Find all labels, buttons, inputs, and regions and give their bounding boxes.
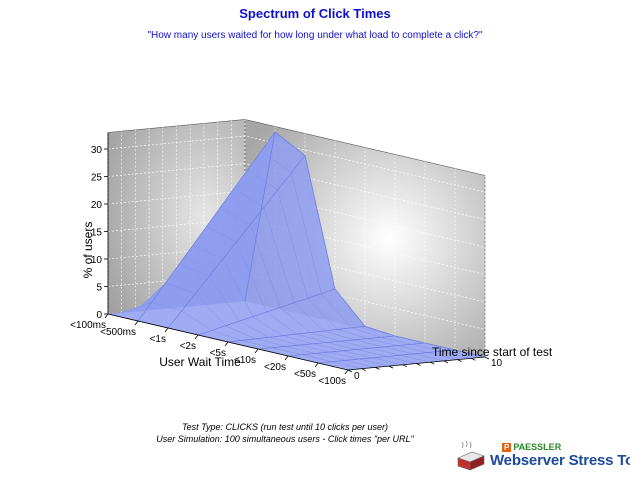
z-tick-mark xyxy=(457,359,462,362)
y-tick-label: 5 xyxy=(96,283,102,294)
chart-subtitle: "How many users waited for how long unde… xyxy=(147,30,483,41)
z-tick-mark xyxy=(430,361,435,365)
z-tick-label: 0 xyxy=(354,371,360,382)
x-tick-mark xyxy=(164,327,169,333)
x-tick-mark xyxy=(284,355,289,361)
chart-axes: 0 5 10 15 20 25 30 <100ms<500ms <1s <2s <5s <10s <20… xyxy=(70,132,503,387)
surface-back-profile xyxy=(244,131,486,358)
y-tick-label: 25 xyxy=(91,173,103,184)
x-tick-mark xyxy=(314,362,319,368)
x-tick-label: <5s xyxy=(210,348,226,359)
z-tick-label: 10 xyxy=(491,358,503,369)
surface-ridge xyxy=(197,288,336,336)
chart-surface xyxy=(107,131,486,371)
z-tick-mark xyxy=(347,369,353,373)
z-tick-mark xyxy=(402,364,407,368)
x-tick-label: <100ms xyxy=(70,320,106,331)
x-tick-label: <1s xyxy=(150,334,166,345)
x-tick-label: <100s xyxy=(318,376,346,387)
x-tick-mark xyxy=(194,334,199,340)
x-tick-mark xyxy=(134,320,139,326)
surface-ridge xyxy=(137,131,276,322)
surface-ridge xyxy=(287,342,426,357)
x-tick-label: <2s xyxy=(180,341,196,352)
y-tick-label: 10 xyxy=(91,255,103,266)
x-tick-mark xyxy=(344,369,349,375)
surface-ridge xyxy=(167,155,306,329)
z-tick-mark xyxy=(484,356,490,360)
x-axis-label: User Wait Time xyxy=(159,355,241,369)
y-tick-label: 0 xyxy=(96,310,102,321)
logo-brand: P PAESSLER xyxy=(502,442,562,452)
z-tick-mark xyxy=(471,357,476,361)
x-tick-label: <50s xyxy=(294,369,316,380)
z-tick-mark xyxy=(443,360,449,364)
footer-test-type: Test Type: CLICKS (run test until 10 cli… xyxy=(181,422,389,432)
y-axis-label: % of users xyxy=(81,222,95,279)
surface-ridge xyxy=(317,349,456,364)
y-tick-label: 30 xyxy=(91,145,103,156)
z-tick-mark xyxy=(388,365,394,369)
surface-ridge xyxy=(227,326,366,343)
x-tick-mark xyxy=(224,341,229,347)
x-tick-label: <10s xyxy=(234,355,256,366)
z-tick-mark xyxy=(416,363,421,366)
footer-user-simulation: User Simulation: 100 simultaneous users … xyxy=(156,434,414,444)
server-icon xyxy=(457,440,485,471)
z-tick-mark xyxy=(375,367,380,370)
surface-ridge xyxy=(257,335,396,350)
x-tick-mark xyxy=(104,313,109,319)
x-tick-label: <500ms xyxy=(100,327,136,338)
z-axis-label: Time since start of test xyxy=(432,345,553,359)
y-tick-label: 20 xyxy=(91,200,103,211)
chart-title: Spectrum of Click Times xyxy=(239,6,391,21)
z-tick-mark xyxy=(361,368,366,372)
x-tick-mark xyxy=(254,348,259,354)
y-tick-label: 15 xyxy=(91,228,103,239)
logo-product: Webserver Stress Tool xyxy=(490,452,630,469)
x-tick-label: <20s xyxy=(264,362,286,373)
